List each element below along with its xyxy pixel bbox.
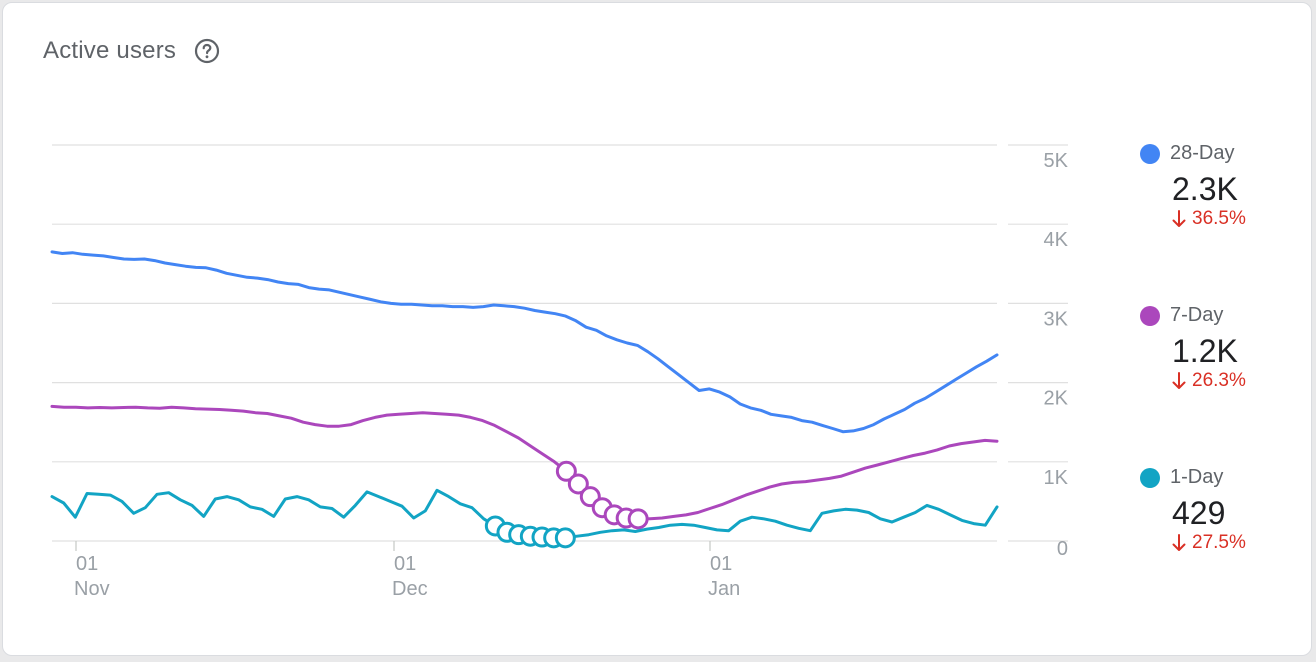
y-tick-label: 2K bbox=[1044, 388, 1069, 410]
legend-value: 2.3K bbox=[1172, 171, 1238, 207]
x-tick-month: Dec bbox=[392, 578, 428, 600]
legend-change: 27.5% bbox=[1172, 532, 1246, 554]
y-tick-label: 5K bbox=[1044, 150, 1069, 172]
x-tick-day: 01 bbox=[710, 553, 732, 575]
arrow-down-icon bbox=[1172, 534, 1186, 551]
legend-dot-icon bbox=[1140, 305, 1160, 326]
legend-dot-icon bbox=[1140, 143, 1160, 164]
legend-dot-icon bbox=[1140, 467, 1160, 488]
legend-value: 1.2K bbox=[1172, 333, 1238, 369]
legend-change-value: 26.3% bbox=[1192, 370, 1246, 391]
legend-series-name: 1-Day bbox=[1170, 466, 1224, 488]
anomaly-marker bbox=[567, 473, 589, 495]
y-tick-label: 0 bbox=[1057, 538, 1068, 560]
x-tick-month: Nov bbox=[74, 578, 110, 600]
legend-header: 28-Day bbox=[1140, 142, 1246, 165]
legend-item-7-day[interactable]: 7-Day 1.2K 26.3% bbox=[1140, 304, 1246, 392]
arrow-down-icon bbox=[1172, 210, 1186, 227]
x-tick-day: 01 bbox=[76, 553, 98, 575]
series-line-7-day bbox=[50, 404, 999, 521]
arrow-down-icon bbox=[1172, 372, 1186, 389]
legend-change-value: 27.5% bbox=[1192, 532, 1246, 553]
legend-series-name: 7-Day bbox=[1170, 304, 1224, 326]
legend-value: 429 bbox=[1172, 495, 1226, 531]
legend-item-28-day[interactable]: 28-Day 2.3K 36.5% bbox=[1140, 142, 1246, 230]
legend-change: 26.3% bbox=[1172, 370, 1246, 392]
legend-header: 7-Day bbox=[1140, 304, 1246, 327]
help-circle-icon[interactable] bbox=[194, 38, 220, 64]
x-tick-month: Jan bbox=[708, 578, 740, 600]
card-title: Active users bbox=[43, 37, 177, 64]
anomaly-marker bbox=[555, 460, 577, 482]
card-header: Active users bbox=[43, 37, 220, 65]
y-tick-label: 1K bbox=[1044, 467, 1069, 489]
legend-change-value: 36.5% bbox=[1192, 208, 1246, 229]
legend-header: 1-Day bbox=[1140, 466, 1246, 489]
legend-change: 36.5% bbox=[1172, 208, 1246, 230]
y-tick-label: 3K bbox=[1044, 308, 1069, 330]
legend-series-name: 28-Day bbox=[1170, 142, 1235, 164]
anomaly-marker bbox=[627, 508, 649, 530]
anomaly-marker bbox=[554, 527, 576, 549]
y-tick-label: 4K bbox=[1044, 229, 1069, 251]
series-line-28-day bbox=[50, 250, 999, 434]
x-tick-day: 01 bbox=[394, 553, 416, 575]
legend-item-1-day[interactable]: 1-Day 429 27.5% bbox=[1140, 466, 1246, 554]
